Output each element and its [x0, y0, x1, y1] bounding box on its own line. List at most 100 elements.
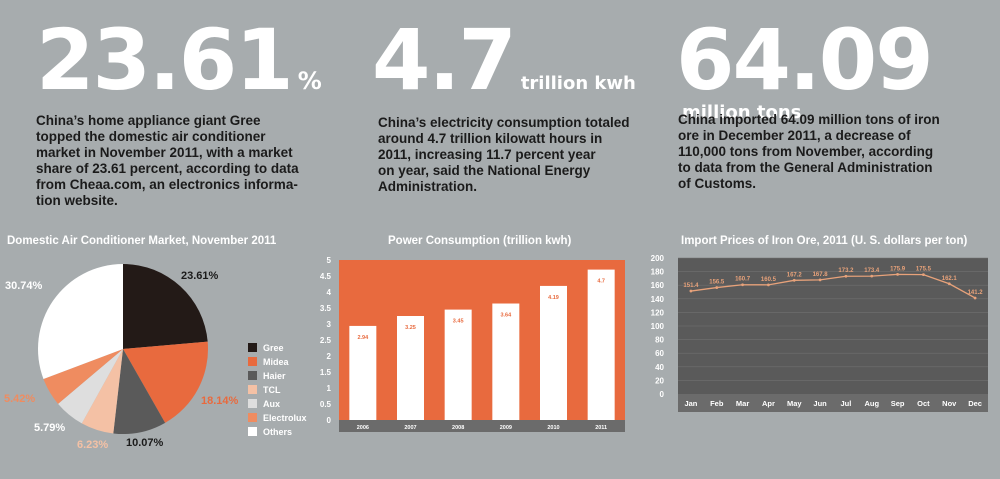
- bar-x-tick: 2009: [500, 425, 512, 431]
- pie-slice-tcl: [81, 349, 123, 434]
- desc-line: around 4.7 trillion kilowatt hours in: [378, 131, 603, 146]
- desc-line: market in November 2011, with a market: [36, 145, 293, 160]
- legend-label-gree: Gree: [263, 343, 284, 353]
- line-y-tick: 160: [651, 281, 665, 290]
- line-x-tick: Apr: [762, 399, 775, 408]
- bar-x-axis-band: [339, 420, 625, 432]
- line-value-label: 175.5: [916, 267, 932, 273]
- line-x-tick: Dec: [968, 399, 982, 408]
- desc-line: share of 23.61 percent, according to dat…: [36, 161, 299, 176]
- stat-appliance-unit: %: [297, 67, 322, 95]
- bar-value-label: 4.19: [548, 295, 559, 301]
- pie-slice-gree: [123, 264, 208, 349]
- line-point-feb: [715, 286, 719, 289]
- bar-chart-title: Power Consumption (trillion kwh): [388, 235, 572, 247]
- bar-2006: [349, 325, 377, 420]
- legend-swatch: [248, 343, 257, 352]
- line-y-tick: 80: [655, 336, 664, 345]
- desc-line: to data from the General Administration: [678, 160, 933, 175]
- pie-value-label: 18.14%: [201, 395, 239, 407]
- line-value-label: 160.5: [761, 277, 777, 283]
- line-value-label: 167.8: [813, 272, 829, 278]
- line-x-tick: Jul: [840, 399, 851, 408]
- bar-y-tick: 0: [327, 416, 332, 425]
- line-x-tick: May: [787, 399, 802, 408]
- pie-chart-title: Domestic Air Conditioner Market, Novembe…: [7, 235, 277, 247]
- bar-2009: [492, 303, 520, 420]
- desc-line: ore in December 2011, a decrease of: [678, 128, 911, 143]
- line-y-tick: 60: [655, 349, 664, 358]
- line-point-mar: [741, 283, 744, 287]
- stat-electricity-unit: trillion kwh: [520, 73, 636, 94]
- pie-slice-aux: [58, 349, 123, 424]
- line-point-aug: [870, 274, 874, 278]
- stat-appliance-description: China’s home appliance giant Gree topped…: [36, 113, 299, 209]
- pie-value-label: 6.23%: [77, 439, 108, 451]
- bar-y-tick: 2.5: [320, 336, 332, 345]
- line-y-tick: 20: [655, 376, 664, 385]
- line-x-tick: Aug: [864, 399, 879, 408]
- desc-line: 110,000 tons from November, according: [678, 144, 934, 159]
- bar-value-label: 3.25: [405, 325, 416, 331]
- bar-plot-area: [339, 260, 625, 420]
- bar-chart: 0 0.5 1 1.5 2 2.5 3 3.5 4 4.5 5 2.94 2006 3.25 2007 3.4…: [320, 256, 625, 432]
- pie-value-label: 23.61%: [181, 270, 219, 282]
- line-value-label: 162.1: [942, 276, 958, 282]
- bar-value-label: 4.7: [597, 279, 605, 285]
- line-point-jul: [844, 274, 848, 278]
- bar-y-tick: 4.5: [320, 272, 332, 281]
- stat-appliance-value: 23.61: [36, 11, 294, 109]
- line-x-tick: Mar: [736, 399, 749, 408]
- line-x-tick: Nov: [942, 399, 957, 408]
- bar-x-tick: 2006: [357, 425, 369, 431]
- line-x-tick: Feb: [710, 399, 724, 408]
- line-point-sep: [896, 272, 899, 276]
- line-y-tick: 120: [651, 308, 665, 317]
- stat-electricity-value: 4.7: [372, 11, 517, 109]
- legend-label-aux: Aux: [263, 399, 280, 409]
- line-point-oct: [922, 273, 925, 277]
- stat-iron-ore-unit: million tons: [682, 102, 802, 123]
- desc-line: tion website.: [36, 193, 118, 208]
- pie-value-label: 5.79%: [34, 422, 65, 434]
- legend-label-haier: Haier: [263, 371, 286, 381]
- legend-label-tcl: TCL: [263, 385, 281, 395]
- stat-electricity: 4.7 trillion kwh: [372, 18, 636, 102]
- bar-y-tick: 1.5: [320, 368, 332, 377]
- line-point-jun: [818, 278, 822, 282]
- line-x-tick: Jan: [684, 399, 697, 408]
- bar-y-tick: 3.5: [320, 304, 332, 313]
- bar-x-tick: 2008: [452, 425, 464, 431]
- line-point-may: [792, 278, 796, 282]
- pie-slice-haier: [113, 349, 166, 434]
- pie-value-label: 10.07%: [126, 437, 164, 449]
- desc-line: topped the domestic air conditioner: [36, 129, 266, 144]
- legend-label-others: Others: [263, 427, 292, 437]
- bar-y-tick: 5: [327, 256, 332, 265]
- legend-swatch: [248, 399, 257, 408]
- line-value-label: 151.4: [683, 283, 699, 289]
- line-value-label: 167.2: [787, 272, 803, 278]
- line-y-tick: 180: [651, 268, 665, 277]
- line-y-tick: 0: [660, 390, 665, 399]
- legend-swatch: [248, 357, 257, 366]
- line-x-tick: Sep: [891, 399, 905, 408]
- line-x-tick: Oct: [917, 399, 930, 408]
- line-point-jan: [689, 289, 693, 293]
- line-x-axis-band: [678, 394, 988, 412]
- desc-line: from Cheaa.com, an electronics informa-: [36, 177, 298, 192]
- line-y-tick: 200: [651, 254, 665, 263]
- bar-y-tick: 4: [327, 288, 332, 297]
- stat-iron-ore-value: 64.09: [676, 11, 934, 109]
- bar-2010: [540, 285, 567, 420]
- stat-appliance: 23.61%: [36, 18, 322, 102]
- desc-line: of Customs.: [678, 176, 757, 191]
- desc-line: China’s electricity consumption totaled: [378, 115, 630, 130]
- legend-swatch: [248, 371, 257, 380]
- bar-value-label: 3.64: [500, 313, 512, 319]
- desc-line: 2011, increasing 11.7 percent year: [378, 147, 596, 162]
- line-value-label: 160.7: [735, 277, 751, 283]
- legend-swatch: [248, 385, 257, 394]
- desc-line: on year, said the National Energy: [378, 163, 591, 178]
- pie-slice-others: [37, 264, 123, 379]
